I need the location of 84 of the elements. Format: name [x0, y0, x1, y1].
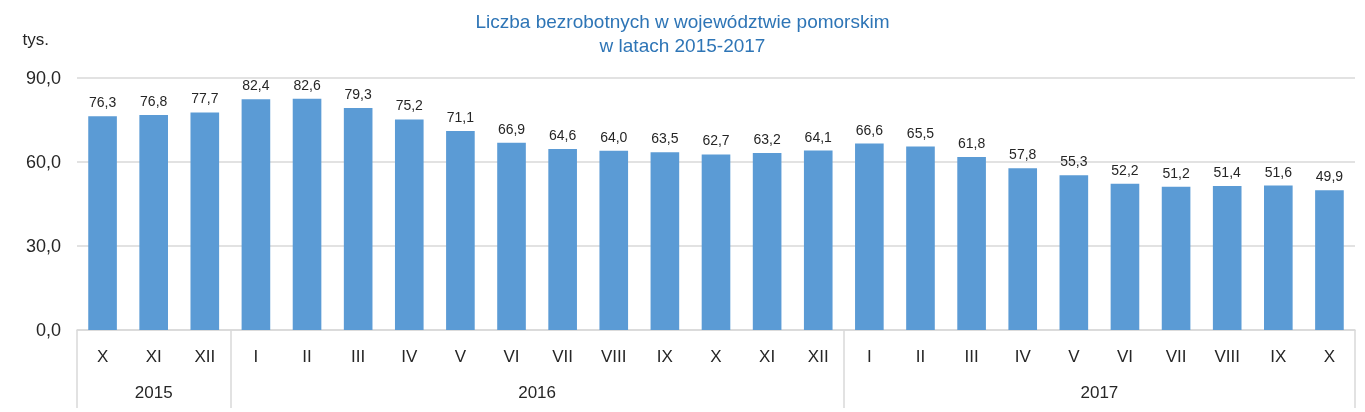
bar — [241, 99, 271, 330]
bar — [1059, 175, 1089, 330]
bar — [548, 149, 577, 330]
x-tick-label: IX — [656, 347, 673, 366]
data-label: 52,2 — [1111, 161, 1139, 178]
data-label: 62,7 — [702, 132, 730, 149]
x-tick-label: V — [1068, 347, 1081, 366]
data-label: 57,8 — [1009, 146, 1037, 163]
data-label: 64,0 — [600, 128, 628, 145]
data-label: 51,4 — [1213, 164, 1242, 181]
data-label: 64,6 — [549, 127, 577, 144]
bar — [446, 130, 475, 330]
bar — [394, 119, 424, 330]
data-label: 82,4 — [242, 77, 270, 94]
x-tick-label: VII — [1165, 347, 1187, 366]
x-tick-label: II — [302, 347, 312, 366]
bar — [855, 143, 884, 330]
bar — [88, 116, 117, 330]
data-label: 76,3 — [88, 94, 117, 111]
x-tick-label: VI — [1116, 347, 1133, 366]
bar — [650, 152, 680, 330]
y-tick-label: 60,0 — [25, 152, 61, 172]
bar — [1110, 183, 1140, 330]
x-tick-label: XI — [145, 347, 162, 366]
bar — [343, 107, 373, 330]
bar — [1161, 186, 1191, 330]
data-label: 82,6 — [293, 76, 321, 93]
x-tick-label: X — [96, 347, 109, 366]
x-tick-label: IV — [401, 347, 418, 366]
data-label: 51,6 — [1264, 163, 1293, 180]
x-tick-label: I — [866, 347, 872, 366]
bar — [803, 150, 833, 330]
x-tick-label: XI — [759, 347, 776, 366]
bar — [139, 114, 168, 330]
x-tick-label: XII — [194, 347, 216, 366]
data-label: 66,9 — [497, 120, 526, 137]
bar — [752, 153, 782, 330]
data-label: 65,5 — [906, 124, 935, 141]
y-tick-label: 90,0 — [25, 68, 61, 88]
data-label: 66,6 — [855, 121, 884, 138]
x-tick-label: XII — [807, 347, 829, 366]
bar — [906, 146, 935, 330]
x-tick-label: VIII — [1214, 347, 1240, 366]
data-label: 77,7 — [191, 90, 219, 107]
bar — [1212, 186, 1242, 330]
x-tick-label: VIII — [601, 347, 627, 366]
chart-title: Liczba bezrobotnych w województwie pomorskim w latach 2015-2017 — [475, 10, 890, 56]
data-label: 49,9 — [1315, 168, 1344, 185]
data-label: 55,3 — [1060, 153, 1088, 170]
bar — [190, 112, 220, 330]
text: 2016 — [518, 383, 556, 402]
data-label: 76,8 — [140, 92, 168, 109]
x-tick-label: III — [964, 347, 979, 366]
bar — [599, 150, 629, 330]
data-label: 71,1 — [446, 108, 475, 125]
x-tick-label: X — [710, 347, 722, 366]
x-tick-label: II — [915, 347, 926, 366]
data-label: 61,8 — [957, 134, 986, 151]
data-label: 64,1 — [804, 128, 833, 145]
bar — [1264, 185, 1293, 330]
data-label: 79,3 — [344, 85, 372, 102]
bar — [701, 154, 731, 330]
bar — [497, 142, 526, 330]
data-label: 51,2 — [1162, 164, 1190, 181]
data-label: 63,5 — [651, 130, 679, 147]
x-tick-label: X — [1323, 347, 1336, 366]
x-tick-label: V — [454, 347, 467, 366]
y-axis-title: tys. — [22, 30, 49, 49]
data-label: 75,2 — [395, 97, 424, 114]
x-tick-label: IV — [1014, 347, 1032, 366]
bar — [292, 98, 322, 330]
x-tick-label: III — [351, 347, 366, 366]
x-tick-label: VI — [503, 347, 520, 366]
text: 2015 — [134, 383, 173, 402]
text: 2017 — [1080, 383, 1119, 402]
y-tick-label: 30,0 — [25, 236, 61, 256]
x-tick-label: VII — [552, 347, 574, 366]
x-tick-label: IX — [1270, 347, 1287, 366]
data-label: 63,2 — [753, 131, 781, 148]
x-tick-label: I — [253, 347, 259, 366]
y-tick-label: 0,0 — [35, 320, 61, 340]
bar — [1315, 190, 1344, 330]
bar — [1008, 168, 1038, 330]
bar — [957, 156, 986, 330]
